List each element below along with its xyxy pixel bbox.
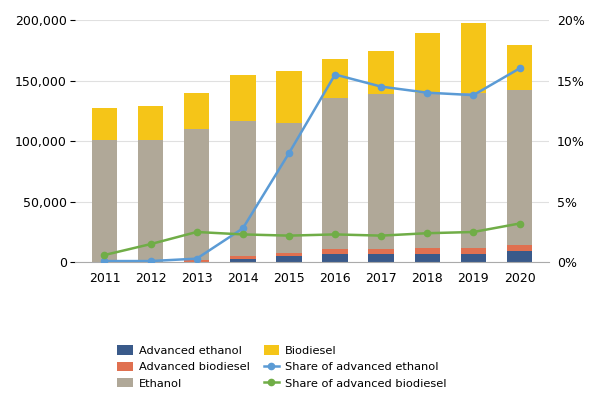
Share of advanced biodiesel (147, 242, 154, 246)
Bar (230, 259, 256, 262)
Bar (368, 249, 394, 254)
Bar (184, 260, 209, 262)
Bar (507, 245, 532, 251)
Bar (276, 123, 302, 252)
Bar (184, 93, 209, 129)
Share of advanced biodiesel (470, 230, 477, 234)
Share of advanced ethanol (516, 66, 523, 71)
Line: Share of advanced ethanol: Share of advanced ethanol (101, 65, 523, 264)
Bar (322, 249, 348, 254)
Bar (230, 120, 256, 256)
Bar (461, 248, 486, 254)
Bar (368, 52, 394, 94)
Bar (507, 251, 532, 262)
Bar (461, 254, 486, 262)
Bar (368, 94, 394, 249)
Bar (230, 74, 256, 120)
Share of advanced biodiesel (193, 230, 200, 234)
Bar (322, 98, 348, 249)
Bar (322, 59, 348, 98)
Legend: Advanced ethanol, Advanced biodiesel, Ethanol, Biodiesel, Share of advanced etha: Advanced ethanol, Advanced biodiesel, Et… (112, 340, 452, 394)
Share of advanced biodiesel (239, 232, 247, 237)
Line: Share of advanced biodiesel: Share of advanced biodiesel (101, 220, 523, 258)
Bar (92, 108, 117, 140)
Bar (138, 106, 163, 140)
Share of advanced ethanol (286, 151, 293, 156)
Share of advanced biodiesel (286, 233, 293, 238)
Bar (507, 46, 532, 90)
Share of advanced ethanol (147, 259, 154, 264)
Share of advanced biodiesel (516, 221, 523, 226)
Bar (92, 140, 117, 262)
Bar (276, 256, 302, 262)
Share of advanced ethanol (331, 72, 338, 77)
Share of advanced ethanol (377, 84, 385, 89)
Bar (507, 90, 532, 245)
Bar (415, 248, 440, 254)
Bar (322, 254, 348, 262)
Share of advanced biodiesel (424, 231, 431, 236)
Bar (276, 71, 302, 123)
Bar (138, 140, 163, 262)
Bar (184, 129, 209, 260)
Bar (415, 33, 440, 93)
Share of advanced biodiesel (377, 233, 385, 238)
Share of advanced ethanol (101, 259, 108, 264)
Share of advanced biodiesel (331, 232, 338, 237)
Bar (461, 93, 486, 248)
Bar (230, 256, 256, 259)
Share of advanced ethanol (239, 226, 247, 231)
Bar (276, 252, 302, 256)
Bar (415, 254, 440, 262)
Share of advanced biodiesel (101, 253, 108, 258)
Bar (368, 254, 394, 262)
Bar (415, 93, 440, 248)
Share of advanced ethanol (193, 256, 200, 261)
Bar (461, 23, 486, 93)
Share of advanced ethanol (424, 90, 431, 95)
Share of advanced ethanol (470, 93, 477, 98)
